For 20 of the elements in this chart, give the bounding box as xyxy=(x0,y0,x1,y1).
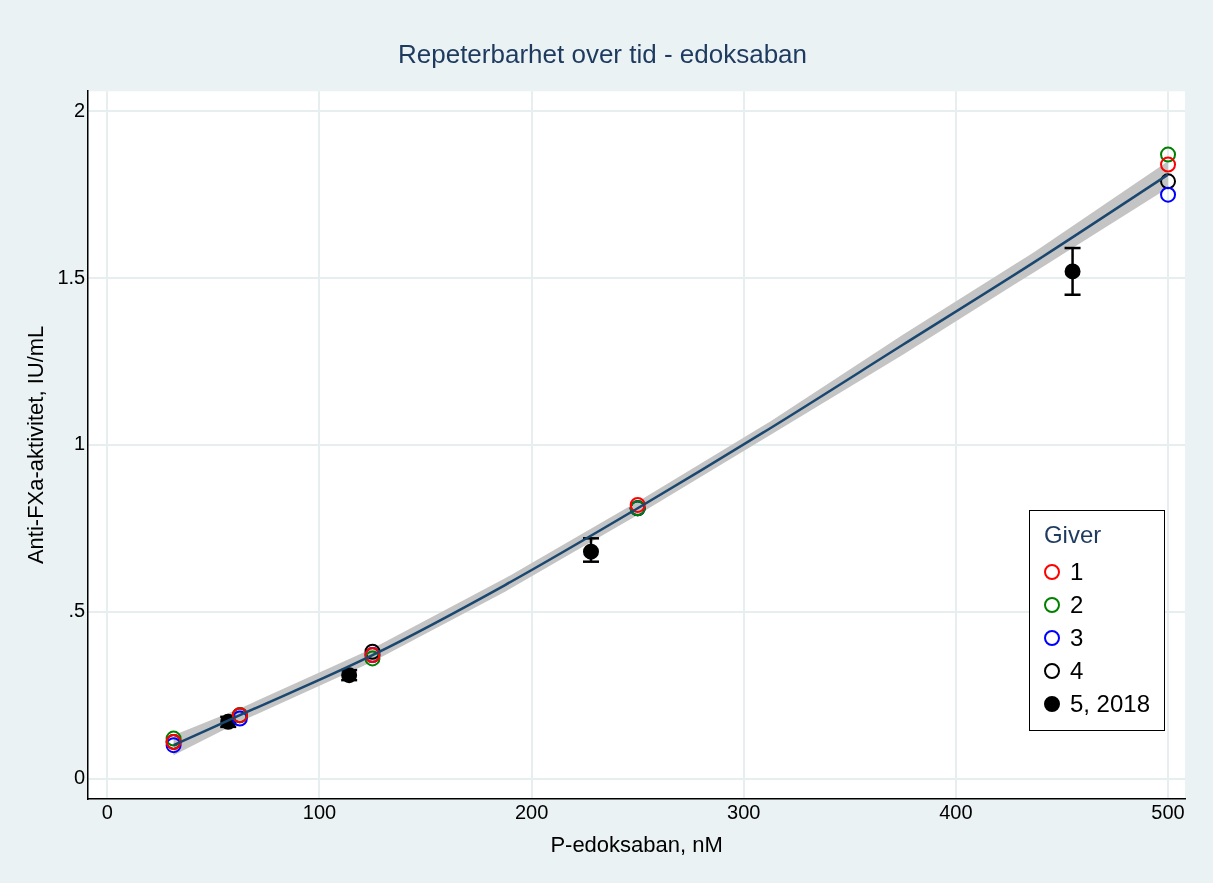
legend-title: Giver xyxy=(1043,521,1103,549)
x-axis-title: P-edoksaban, nM xyxy=(550,831,723,857)
y-tick-label: .5 xyxy=(68,599,86,622)
y-tick-label: 1.5 xyxy=(57,265,86,288)
x-tick-label: 500 xyxy=(1151,801,1185,824)
x-tick-label: 400 xyxy=(939,801,973,824)
chart-title: Repeterbarhet over tid - edoksaban xyxy=(397,38,808,69)
x-tick-label: 300 xyxy=(727,801,761,824)
legend-label: 3 xyxy=(1069,623,1084,652)
x-tick-label: 100 xyxy=(302,801,337,824)
legend-label: 1 xyxy=(1069,557,1084,586)
legend-label: 2 xyxy=(1069,590,1084,619)
y-tick-label: 2 xyxy=(74,98,86,121)
y-axis-title: Anti-FXa-aktivitet, IU/mL xyxy=(23,325,49,565)
x-tick-label: 200 xyxy=(514,801,549,824)
x-tick-label: 0 xyxy=(101,801,113,824)
legend-label: 4 xyxy=(1069,656,1084,685)
y-tick-label: 0 xyxy=(74,766,86,789)
legend-label: 5, 2018 xyxy=(1069,689,1150,718)
y-tick-label: 1 xyxy=(74,432,86,455)
